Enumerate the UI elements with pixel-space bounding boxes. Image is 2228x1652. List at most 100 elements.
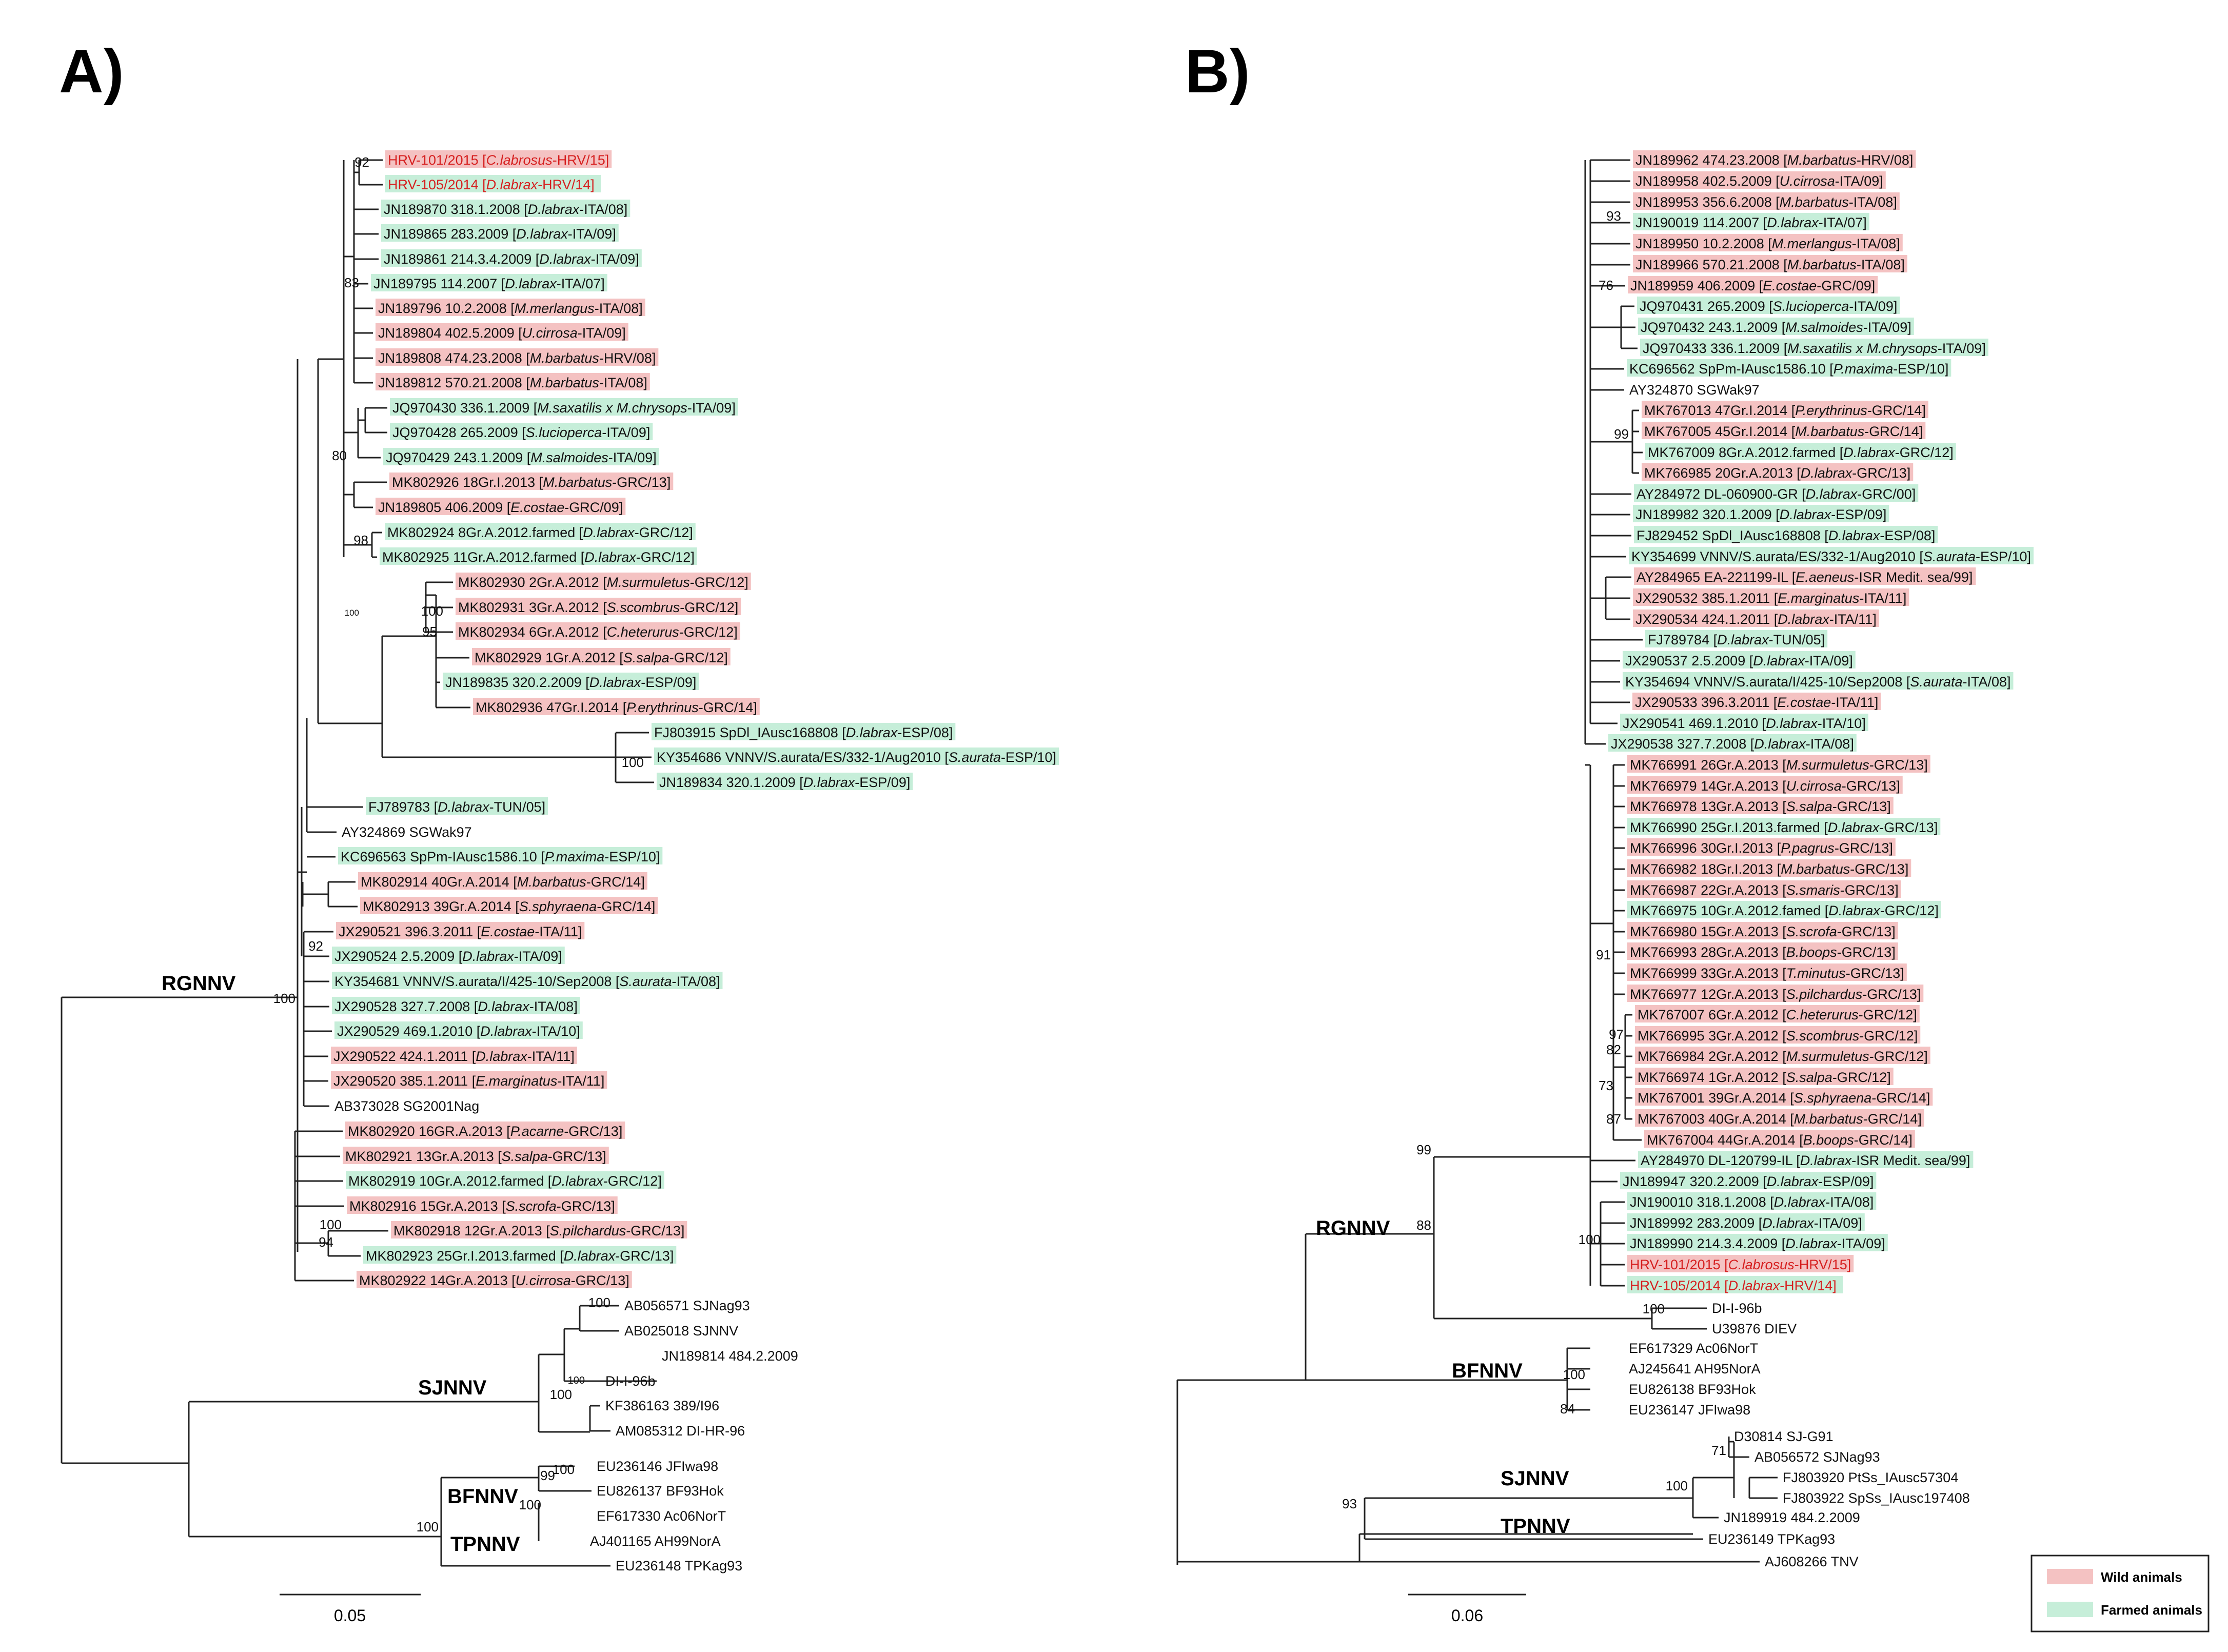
leaf-highlight (391, 1221, 687, 1238)
leaf-label: JX290533 396.3.2011 [E.costae-ITA/11] (1635, 695, 1878, 710)
clade-label-tpnnv-b: TPNNV (1501, 1515, 1570, 1538)
leaf-label: MK766995 3Gr.A.2012 [S.scombrus-GRC/12] (1638, 1028, 1918, 1044)
leaf-highlight (334, 1021, 583, 1039)
support-value: 93 (1342, 1496, 1357, 1511)
leaf-label: JN189861 214.3.4.2009 [D.labrax-ITA/09] (384, 251, 639, 267)
leaf-label: JN189966 570.21.2008 [M.barbatus-ITA/08] (1635, 257, 1905, 272)
leaf-highlight (1645, 630, 1828, 647)
leaf-label: HRV-105/2014 [D.labrax-HRV/14] (1630, 1278, 1837, 1293)
leaf-label: JX290541 469.1.2010 [D.labrax-ITA/10] (1623, 716, 1866, 731)
leaf-highlight (1627, 797, 1894, 814)
leaf-label: JN189990 214.3.4.2009 [D.labrax-ITA/09] (1630, 1236, 1885, 1251)
leaf-highlight (1633, 588, 1909, 606)
leaf-label: HRV-101/2015 [C.labrosus-HRV/15] (388, 152, 609, 168)
leaf-highlight (1628, 276, 1878, 293)
leaf-highlight (1627, 985, 1924, 1002)
support-value: 99 (540, 1468, 555, 1483)
support-value: 76 (1599, 278, 1613, 293)
leaf-highlight (1633, 505, 1889, 522)
leaf-highlight (376, 498, 626, 515)
leaf-label: FJ803922 SpSs_IAusc197408 (1783, 1490, 1970, 1506)
leaf-label: HRV-101/2015 [C.labrosus-HRV/15] (1630, 1257, 1851, 1272)
leaf-highlight (1635, 1005, 1920, 1022)
leaf-label: EU826138 BF93Hok (1629, 1382, 1756, 1397)
leaf-label: JN189805 406.2009 [E.costae-GRC/09] (378, 500, 623, 515)
leaf-label: JN189953 356.6.2008 [M.barbatus-ITA/08] (1635, 194, 1897, 210)
leaf-label: JN189982 320.1.2009 [D.labrax-ESP/09] (1635, 507, 1886, 522)
leaf-highlight (1629, 547, 2034, 564)
support-value: 100 (553, 1462, 575, 1477)
leaf-label: MK766979 14Gr.A.2013 [U.cirrosa-GRC/13] (1630, 778, 1900, 794)
leaf-label: AY284965 EA-221199-IL [E.aeneus-ISR Medi… (1637, 569, 1973, 585)
leaf-label: MK802920 16GR.A.2013 [P.acarne-GRC/13] (348, 1124, 622, 1139)
leaf-label: JQ970432 243.1.2009 [M.salmoides-ITA/09] (1641, 320, 1911, 335)
leaf-label: MK766985 20Gr.A.2013 [D.labrax-GRC/13] (1644, 465, 1910, 481)
leaf-label: AJ401165 AH99NorA (590, 1533, 721, 1549)
support-value: 94 (319, 1234, 333, 1250)
leaf-label: AB056571 SJNag93 (624, 1298, 750, 1313)
clade-label-bfnnv-a: BFNNV (447, 1485, 518, 1508)
leaf-highlight (1623, 672, 2014, 690)
support-value: 80 (332, 448, 347, 463)
leaf-highlight (1620, 714, 1868, 731)
leaf-label: MK767005 45Gr.I.2014 [M.barbatus-GRC/14] (1644, 424, 1923, 439)
support-value: 84 (1560, 1401, 1575, 1417)
leaf-highlight (347, 1196, 618, 1214)
support-value: 100 (550, 1387, 572, 1402)
leaf-label: MK767001 39Gr.A.2014 [S.sphyraena-GRC/14… (1638, 1090, 1930, 1106)
leaf-highlight (1642, 401, 1928, 418)
leaf-label: AY284972 DL-060900-GR [D.labrax-GRC/00] (1637, 486, 1916, 502)
leaf-highlight (1627, 838, 1896, 856)
legend-swatch-wild (2047, 1569, 2093, 1584)
leaf-highlight (1638, 318, 1914, 335)
leaf-highlight (1634, 484, 1919, 502)
leaf-label: JN189796 10.2.2008 [M.merlangus-ITA/08] (378, 301, 643, 316)
support-value: 82 (1606, 1042, 1621, 1057)
leaf-label: JX290538 327.7.2008 [D.labrax-ITA/08] (1611, 736, 1854, 752)
legend-label-wild: Wild animals (2101, 1569, 2182, 1585)
leaf-label: KY354681 VNNV/S.aurata/I/425-10/Sep2008 … (334, 974, 720, 989)
leaf-highlight (331, 1071, 607, 1089)
leaf-highlight (381, 200, 630, 217)
support-value: 100 (273, 991, 295, 1006)
leaf-highlight (376, 299, 645, 316)
support-value: 100 (622, 755, 644, 770)
leaf-highlight (473, 698, 760, 715)
leaf-label: EU826137 BF93Hok (597, 1483, 724, 1499)
leaf-label: FJ789784 [D.labrax-TUN/05] (1648, 632, 1825, 647)
leaf-label: AY324870 SGWak97 (1629, 382, 1760, 398)
leaf-highlight (1627, 755, 1930, 773)
leaf-highlight (381, 249, 642, 267)
support-value: 73 (1599, 1078, 1613, 1093)
support-value: 100 (1579, 1232, 1601, 1247)
leaf-label: FJ829452 SpDl_IAusc168808 [D.labrax-ESP/… (1637, 528, 1935, 543)
tree-panel-a: HRV-101/2015 [C.labrosus-HRV/15] HRV-105/… (61, 150, 1059, 1574)
leaf-label: MK766984 2Gr.A.2012 [M.surmuletus-GRC/12… (1638, 1049, 1928, 1064)
leaf-label: MK767013 47Gr.I.2014 [P.erythrinus-GRC/1… (1644, 403, 1926, 418)
leaf-label: JN189959 406.2009 [E.costae-GRC/09] (1630, 278, 1875, 293)
leaf-highlight (336, 922, 585, 939)
leaf-highlight (381, 224, 619, 242)
leaf-highlight (1633, 150, 1916, 168)
leaf-highlight (652, 723, 956, 740)
support-value: 100 (417, 1519, 439, 1535)
leaf-label: KY354699 VNNV/S.aurata/ES/332-1/Aug2010 … (1631, 549, 2031, 564)
leaf-label: MK767009 8Gr.A.2012.farmed [D.labrax-GRC… (1648, 445, 1954, 460)
support-value: 91 (1596, 947, 1611, 962)
legend: Wild animals Farmed animals (2030, 1555, 2210, 1633)
leaf-highlight (657, 773, 913, 790)
leaf-label: MK802922 14Gr.A.2013 [U.cirrosa-GRC/13] (359, 1273, 629, 1288)
leaf-highlight (383, 448, 659, 465)
leaf-label: JN189808 474.23.2008 [M.barbatus-HRV/08] (378, 350, 656, 366)
leaf-highlight (358, 872, 647, 890)
leaf-label: JX290522 424.1.2011 [D.labrax-ITA/11] (333, 1049, 575, 1064)
leaf-label: JN190019 114.2007 [D.labrax-ITA/07] (1635, 215, 1867, 230)
leaf-label: AY284970 DL-120799-IL [D.labrax-ISR Medi… (1641, 1153, 1970, 1168)
leaf-label: KC696563 SpPm-IAusc1586.10 [P.maxima-ESP… (341, 849, 660, 864)
leaf-label: AJ245641 AH95NorA (1629, 1361, 1761, 1376)
leaf-label: JX290521 396.3.2011 [E.costae-ITA/11] (339, 924, 582, 939)
leaf-label: JQ970429 243.1.2009 [M.salmoides-ITA/09] (386, 450, 657, 465)
support-value: 87 (1606, 1111, 1621, 1127)
clade-label-rgnnv-a: RGNNV (162, 972, 236, 995)
